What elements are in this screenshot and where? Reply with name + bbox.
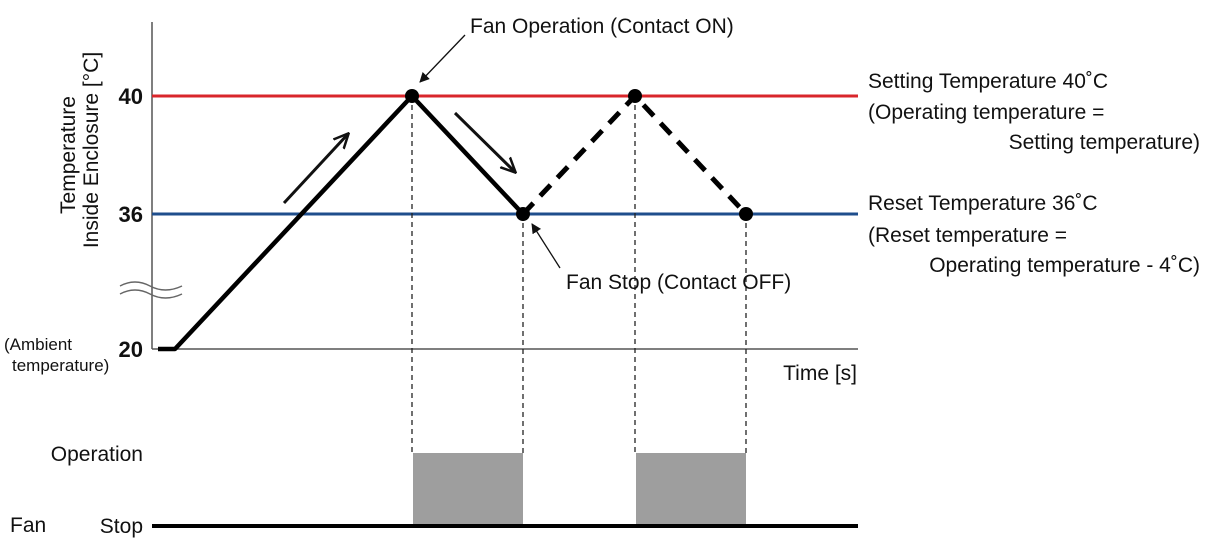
arrow-up-right-icon: [282, 134, 348, 205]
y-axis-label-line2: Inside Enclosure [°C]: [80, 52, 103, 248]
temperature-curve: [158, 93, 525, 352]
tick-20: 20: [119, 337, 143, 362]
fan-stop-label: Fan Stop (Contact OFF): [566, 271, 791, 294]
setting-temperature-formula-2: Setting temperature): [1009, 131, 1200, 154]
reset-temperature-title: Reset Temperature 36˚C: [868, 192, 1098, 215]
ambient-label-line2: temperature): [12, 356, 109, 375]
fan-operation-block: [413, 453, 523, 526]
fan-operation-pointer: [419, 34, 466, 83]
axis-break-icon: [119, 281, 183, 299]
fan-operation-label: Fan Operation (Contact ON): [470, 15, 734, 38]
fan-title: Fan: [10, 514, 46, 537]
switch-point: [739, 207, 753, 221]
fan-operation-state-label: Operation: [51, 443, 143, 466]
fan-operation-block: [636, 453, 746, 526]
reset-temperature-formula-1: (Reset temperature =: [868, 224, 1067, 247]
setting-temperature-formula-1: (Operating temperature =: [868, 101, 1104, 124]
switch-point: [628, 89, 642, 103]
reset-temperature-formula-2: Operating temperature - 4˚C): [929, 254, 1200, 277]
fan-stop-pointer: [531, 223, 561, 269]
switch-point: [516, 207, 530, 221]
tick-36: 36: [119, 202, 143, 227]
tick-40: 40: [119, 84, 143, 109]
switch-point: [405, 89, 419, 103]
time-guides: [411, 96, 747, 455]
setting-temperature-title: Setting Temperature 40˚C: [868, 70, 1108, 93]
y-axis-label-line1: Temperature: [57, 96, 80, 214]
fan-stop-state-label: Stop: [100, 515, 143, 538]
ambient-label-line1: (Ambient: [4, 335, 72, 354]
arrow-down-right-icon: [453, 111, 515, 172]
x-axis-label: Time [s]: [783, 362, 857, 385]
